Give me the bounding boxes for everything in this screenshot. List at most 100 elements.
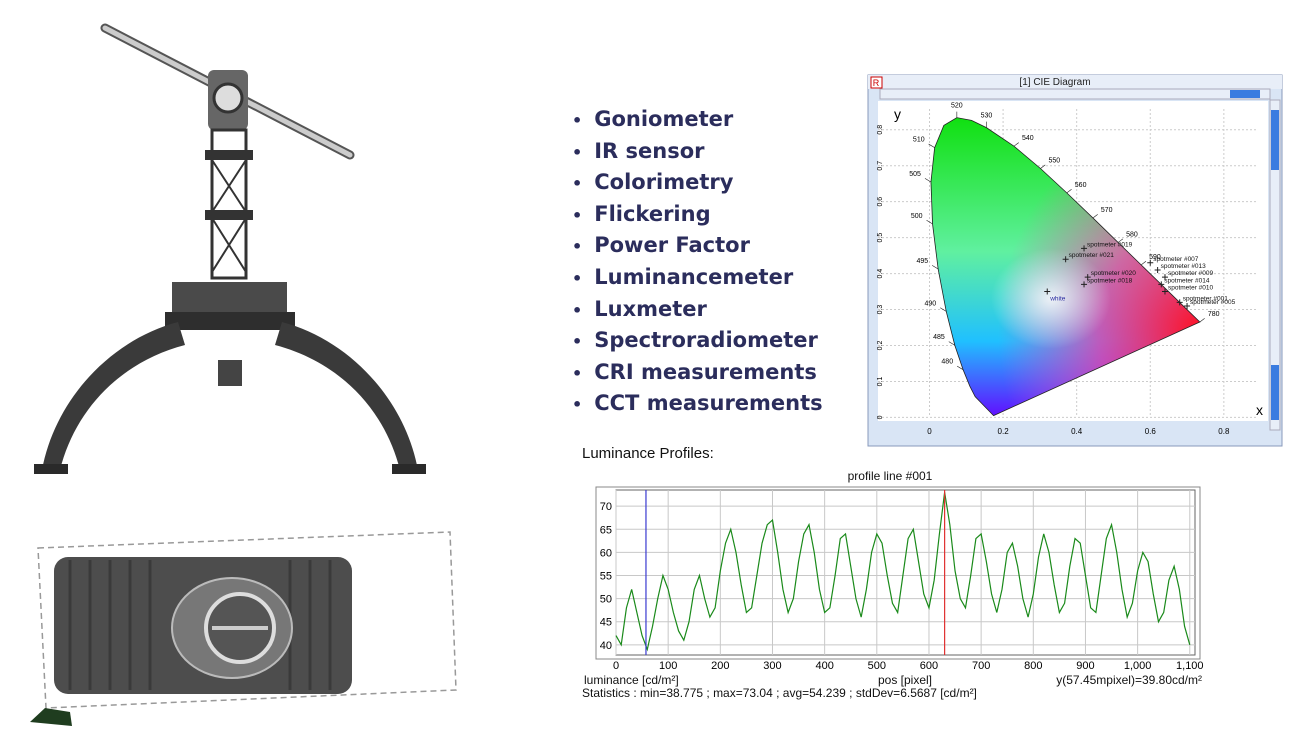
wavelength-tick <box>924 178 932 183</box>
x-tick-label: 0.8 <box>1218 427 1230 436</box>
y-tick-label: 0.1 <box>877 376 884 386</box>
wavelength-tick <box>1199 318 1205 323</box>
wavelength-tick <box>1040 164 1046 169</box>
feature-item: Spectroradiometer <box>572 325 823 357</box>
feature-item: Luxmeter <box>572 294 823 326</box>
x-tick-label: 600 <box>920 660 938 672</box>
wavelength-tick <box>956 365 964 370</box>
chart-title: profile line #001 <box>848 469 933 483</box>
wavelength-label: 570 <box>1101 207 1113 214</box>
box-illustration <box>30 531 457 726</box>
feature-item: CRI measurements <box>572 357 823 389</box>
y-tick-label: 0.2 <box>877 341 884 351</box>
measurement-point <box>1176 299 1183 306</box>
point-label: spotmeter #001 <box>1183 295 1229 302</box>
y-tick-label: 0.4 <box>877 269 884 279</box>
wavelength-tick <box>926 219 933 225</box>
feature-item: IR sensor <box>572 136 823 168</box>
x-tick-label: 800 <box>1024 660 1042 672</box>
wavelength-tick <box>928 143 935 148</box>
measurement-point <box>1081 281 1088 288</box>
wavelength-label: 530 <box>981 113 993 120</box>
heading: Luminance Profiles: <box>582 445 714 462</box>
y-axis-label: y <box>894 106 901 122</box>
wavelength-tick <box>940 307 947 312</box>
y-tick-label: 0.8 <box>877 125 884 135</box>
wavelength-label: 580 <box>1126 231 1138 238</box>
y-tick-label: 0.6 <box>877 197 884 207</box>
y-tick-label: 45 <box>600 617 612 629</box>
svg-text:R: R <box>873 78 880 88</box>
y-tick-label: 60 <box>600 547 612 559</box>
point-label: spotmeter #005 <box>1190 299 1236 306</box>
wavelength-label: 485 <box>933 334 945 341</box>
x-tick-label: 300 <box>763 660 781 672</box>
wavelength-label: 540 <box>1022 135 1034 142</box>
measurement-point <box>1147 259 1154 266</box>
measurement-point <box>1081 245 1088 252</box>
measurement-point <box>1084 274 1091 281</box>
y-tick-label: 40 <box>600 640 612 652</box>
y-tick-label: 70 <box>600 501 612 513</box>
y-tick-label: 50 <box>600 594 612 606</box>
feature-item: Flickering <box>572 199 823 231</box>
wavelength-tick <box>1066 189 1072 194</box>
x-tick-label: 200 <box>711 660 729 672</box>
x-tick-label: 0.2 <box>998 427 1010 436</box>
point-label: spotmeter #020 <box>1091 270 1137 277</box>
x-tick-label: 900 <box>1076 660 1094 672</box>
x-tick-label: 0 <box>927 427 932 436</box>
x-tick-label: 1,000 <box>1124 660 1152 672</box>
window-title: [1] CIE Diagram <box>1019 77 1090 88</box>
wavelength-tick <box>1013 142 1019 147</box>
measurement-point <box>1062 256 1069 263</box>
wavelength-label: 495 <box>916 258 928 265</box>
x-axis-label: pos [pixel] <box>878 673 932 687</box>
y-tick-label: 0.3 <box>877 305 884 315</box>
point-label: spotmeter #018 <box>1087 277 1133 284</box>
point-label: spotmeter #019 <box>1087 241 1133 248</box>
point-label: spotmeter #013 <box>1161 263 1207 270</box>
y-tick-label: 65 <box>600 524 612 536</box>
y-tick-label: 55 <box>600 571 612 583</box>
point-label: spotmeter #010 <box>1168 285 1214 292</box>
plot-area <box>615 489 1196 656</box>
y-tick-label: 0.5 <box>877 233 884 243</box>
wavelength-label: 550 <box>1048 157 1060 164</box>
wavelength-label: 590 <box>1149 254 1161 261</box>
y-tick-label: 0.7 <box>877 161 884 171</box>
x-tick-label: 0.6 <box>1145 427 1157 436</box>
y-axis-label: luminance [cd/m²] <box>584 673 679 687</box>
measurement-point <box>1184 302 1191 309</box>
x-tick-label: 500 <box>868 660 886 672</box>
point-label: white <box>1049 296 1066 303</box>
wavelength-label: 500 <box>911 213 923 220</box>
wavelength-tick <box>1117 238 1124 243</box>
feature-item: Goniometer <box>572 104 823 136</box>
wavelength-tick <box>932 265 939 270</box>
wavelength-tick <box>1140 261 1147 266</box>
wavelength-label: 520 <box>951 103 963 110</box>
feature-list: GoniometerIR sensorColorimetryFlickering… <box>572 104 823 420</box>
y-tick-label: 0 <box>877 415 884 419</box>
feature-item: CCT measurements <box>572 388 822 420</box>
cursor-readout: y(57.45mpixel)=39.80cd/m² <box>1056 673 1202 687</box>
gradient <box>990 248 1111 349</box>
measurement-point <box>1154 266 1161 273</box>
spectral-locus <box>930 117 1201 417</box>
point-label: spotmeter #014 <box>1164 277 1210 284</box>
x-tick-label: 400 <box>815 660 833 672</box>
wavelength-label: 560 <box>1075 182 1087 189</box>
feature-item: Power Factor <box>572 230 823 262</box>
point-label: spotmeter #021 <box>1069 252 1115 259</box>
feature-item: Colorimetry <box>572 167 823 199</box>
statistics: Statistics : min=38.775 ; max=73.04 ; av… <box>582 686 977 700</box>
measurement-point <box>1161 288 1168 295</box>
x-axis-label: x <box>1256 402 1263 418</box>
x-tick-label: 1,100 <box>1176 660 1204 672</box>
profile-line <box>615 492 1191 652</box>
wavelength-label: 480 <box>941 359 953 366</box>
